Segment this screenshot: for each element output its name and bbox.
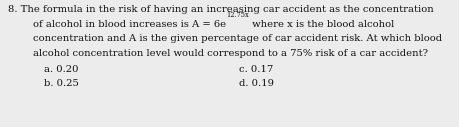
Text: 12.75x: 12.75x: [226, 11, 248, 19]
Text: b. 0.25: b. 0.25: [44, 80, 78, 88]
Text: of alcohol in blood increases is A = 6e: of alcohol in blood increases is A = 6e: [33, 20, 226, 29]
Text: alcohol concentration level would correspond to a 75% risk of a car accident?: alcohol concentration level would corres…: [33, 49, 427, 58]
Text: concentration and A is the given percentage of car accident risk. At which blood: concentration and A is the given percent…: [33, 34, 441, 43]
Text: 8. The formula in the risk of having an increasing car accident as the concentra: 8. The formula in the risk of having an …: [8, 5, 433, 14]
Text: where x is the blood alcohol: where x is the blood alcohol: [248, 20, 393, 29]
Text: c. 0.17: c. 0.17: [239, 65, 273, 74]
Text: d. 0.19: d. 0.19: [239, 80, 274, 88]
Text: a. 0.20: a. 0.20: [44, 65, 78, 74]
